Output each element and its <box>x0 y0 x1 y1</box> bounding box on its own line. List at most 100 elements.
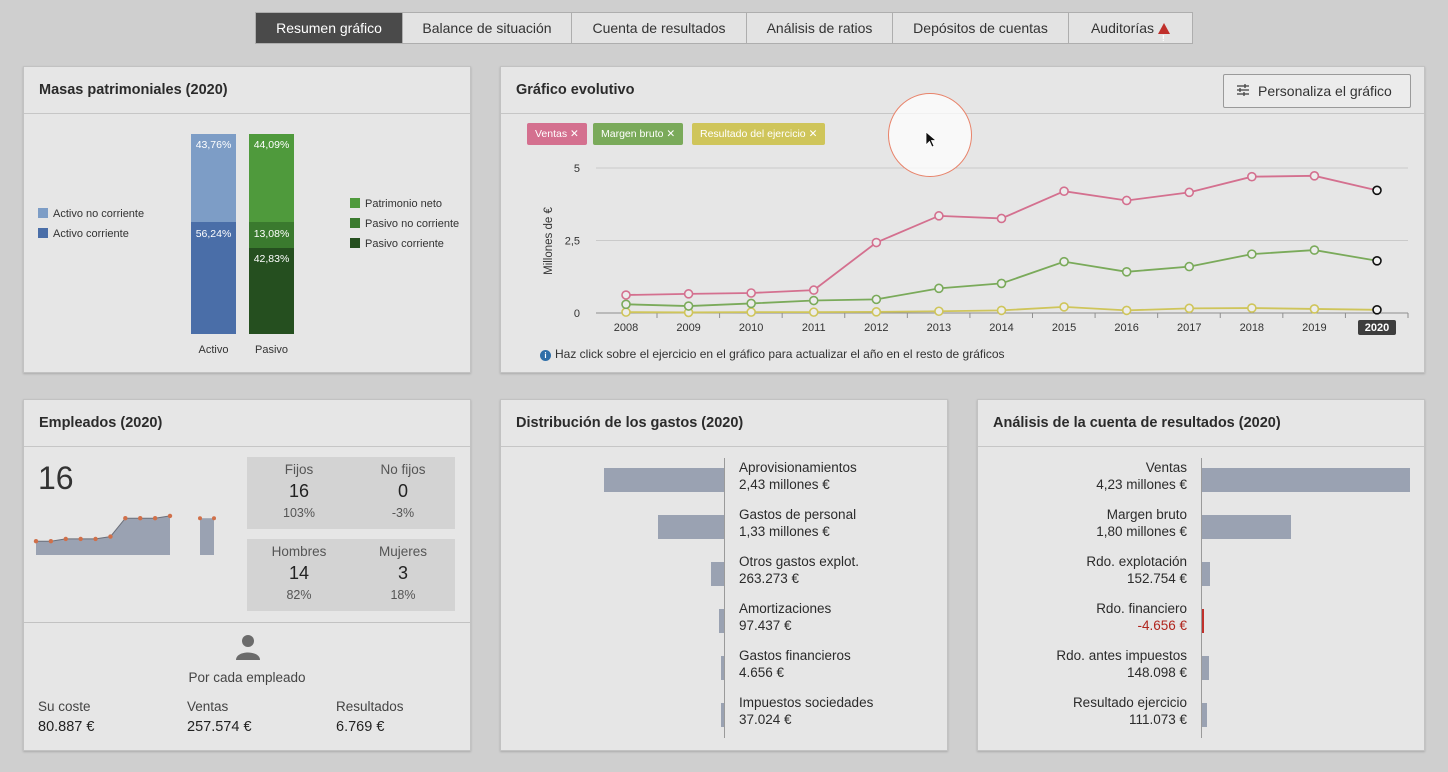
stat-value: 257.574 € <box>187 719 252 735</box>
remove-icon[interactable]: ✕ <box>666 128 676 140</box>
fijos-box: Fijos 16 103% No fijos 0 -3% <box>247 457 455 529</box>
resultado-item: Margen bruto 1,80 millones € <box>978 507 1187 539</box>
resultado-value: 152.754 € <box>1126 571 1187 586</box>
trend-line <box>36 515 171 542</box>
resultado-item: Rdo. explotación 152.754 € <box>978 554 1187 586</box>
resultado-label: Ventas <box>1145 460 1187 475</box>
gasto-label: Otros gastos explot. <box>739 554 860 569</box>
stat-value: 6.769 € <box>336 719 385 735</box>
resultado-label: Margen bruto <box>1106 507 1187 522</box>
stat-value: 80.887 € <box>38 719 95 735</box>
masas-panel: Masas patrimoniales (2020) Activo no cor… <box>23 66 471 373</box>
resultado-label: Rdo. financiero <box>1096 601 1187 616</box>
resultado-bar[interactable] <box>1202 609 1204 633</box>
resultado-label: Rdo. antes impuestos <box>1056 648 1187 663</box>
gasto-item: Otros gastos explot. 263.273 € <box>739 554 859 586</box>
por-cada-empleado: Por cada empleado <box>188 670 306 685</box>
tab-resumen-grafico[interactable]: Resumen gráfico <box>256 13 403 43</box>
info-icon: i <box>540 350 551 361</box>
sliders-icon <box>1236 83 1250 97</box>
resultado-bar[interactable] <box>1202 562 1210 586</box>
tab-depositos-cuentas[interactable]: Depósitos de cuentas <box>893 13 1069 43</box>
resultado-label: Rdo. explotación <box>1086 554 1187 569</box>
resultado-value: 111.073 € <box>1128 712 1187 727</box>
hombres-pct: 82% <box>286 588 312 602</box>
trend-point <box>108 534 113 539</box>
tab-balance-situacion[interactable]: Balance de situación <box>403 13 572 43</box>
gastos-axis <box>724 458 725 738</box>
gasto-bar[interactable] <box>604 468 724 492</box>
empleados-trend-chart <box>33 513 216 555</box>
no-fijos-pct: -3% <box>391 506 415 520</box>
gasto-label: Gastos de personal <box>739 507 857 522</box>
chip-label: Margen bruto <box>601 128 664 140</box>
pasivo-bar[interactable]: 44,09% 13,08% 42,83% <box>249 134 294 334</box>
resultado-bar[interactable] <box>1202 515 1291 539</box>
stat-ventas: Ventas 257.574 € <box>187 699 252 735</box>
gastos-panel: Distribución de los gastos (2020) Aprovi… <box>500 399 948 751</box>
activo-no-corriente-segment[interactable]: 43,76% <box>191 134 236 222</box>
gasto-bar[interactable] <box>710 562 724 586</box>
personaliza-grafico-button[interactable]: Personaliza el gráfico <box>1223 74 1411 108</box>
resultado-bar[interactable] <box>1202 703 1208 727</box>
tab-auditorias[interactable]: Auditorías <box>1069 13 1192 54</box>
trend-point <box>48 539 54 544</box>
pasivo-corriente-pct: 42,83% <box>253 253 290 266</box>
empleados-total: 16 <box>38 460 74 496</box>
activo-corriente-pct: 56,24% <box>195 227 232 240</box>
remove-icon[interactable]: ✕ <box>808 128 818 140</box>
activo-bar[interactable]: 43,76% 56,24% <box>191 134 236 334</box>
legend-swatch <box>350 198 360 208</box>
resultado-item: Rdo. antes impuestos 148.098 € <box>978 648 1187 680</box>
gasto-value: 4.656 € <box>739 665 785 680</box>
tab-bar: Resumen gráfico Balance de situación Cue… <box>255 12 1193 54</box>
gasto-bar[interactable] <box>719 609 724 633</box>
gasto-bar[interactable] <box>658 515 724 539</box>
activo-no-corriente-pct: 43,76% <box>195 139 232 151</box>
activo-label: Activo <box>198 344 229 356</box>
tab-analisis-ratios[interactable]: Análisis de ratios <box>747 13 893 43</box>
gasto-bar[interactable] <box>721 656 724 680</box>
stat-label: Resultados <box>336 699 404 714</box>
gasto-value: 1,33 millones € <box>739 524 830 539</box>
chip-margen-bruto[interactable]: Margen bruto ✕ <box>593 123 684 145</box>
chip-resultado-ejercicio[interactable]: Resultado del ejercicio ✕ <box>692 123 826 145</box>
legend-patrimonio-neto: Patrimonio neto <box>350 198 442 210</box>
trend-point <box>152 516 158 521</box>
stat-coste: Su coste 80.887 € <box>38 699 94 735</box>
warning-icon <box>1158 23 1171 54</box>
tab-auditorias-label: Auditorías <box>1090 20 1155 36</box>
resultado-value: 4,23 millones € <box>1096 477 1187 492</box>
pasivo-no-corriente-segment[interactable]: 13,08% <box>249 222 294 249</box>
stat-resultados: Resultados 6.769 € <box>336 699 404 735</box>
resultado-bar[interactable] <box>1202 468 1410 492</box>
chip-ventas[interactable]: Ventas ✕ <box>527 123 587 145</box>
pasivo-corriente-segment[interactable]: 42,83% <box>249 248 294 334</box>
resultado-value: 1,80 millones € <box>1096 524 1187 539</box>
gasto-label: Gastos financieros <box>739 648 851 663</box>
resultado-bar[interactable] <box>1202 656 1210 680</box>
resultado-item: Resultado ejercicio 111.073 € <box>978 695 1187 727</box>
fijos-label: Fijos <box>284 462 314 477</box>
remove-icon[interactable]: ✕ <box>570 128 579 140</box>
resultado-value: -4.656 € <box>1137 618 1187 633</box>
gasto-bar[interactable] <box>721 703 724 727</box>
trend-point <box>138 516 143 521</box>
pasivo-no-corriente-pct: 13,08% <box>253 228 290 241</box>
pasivo-label: Pasivo <box>254 344 289 356</box>
legend-swatch <box>350 218 360 228</box>
gasto-value: 2,43 millones € <box>739 477 830 492</box>
patrimonio-neto-segment[interactable]: 44,09% <box>249 134 294 223</box>
current-bar-point <box>212 516 216 521</box>
activo-corriente-segment[interactable]: 56,24% <box>191 221 236 334</box>
legend-swatch <box>350 238 360 248</box>
stat-label: Su coste <box>38 699 91 714</box>
cursor-icon <box>925 131 937 148</box>
empleados-panel: Empleados (2020) 16 Fijos 16 103% No fij… <box>23 399 471 751</box>
legend-label: Activo corriente <box>53 228 129 240</box>
tab-cuenta-resultados[interactable]: Cuenta de resultados <box>572 13 747 43</box>
hombres-cell: Hombres 14 82% <box>247 544 351 602</box>
no-fijos-label: No fijos <box>380 462 426 477</box>
gasto-value: 97.437 € <box>739 618 792 633</box>
fijos-cell: Fijos 16 103% <box>247 462 351 520</box>
